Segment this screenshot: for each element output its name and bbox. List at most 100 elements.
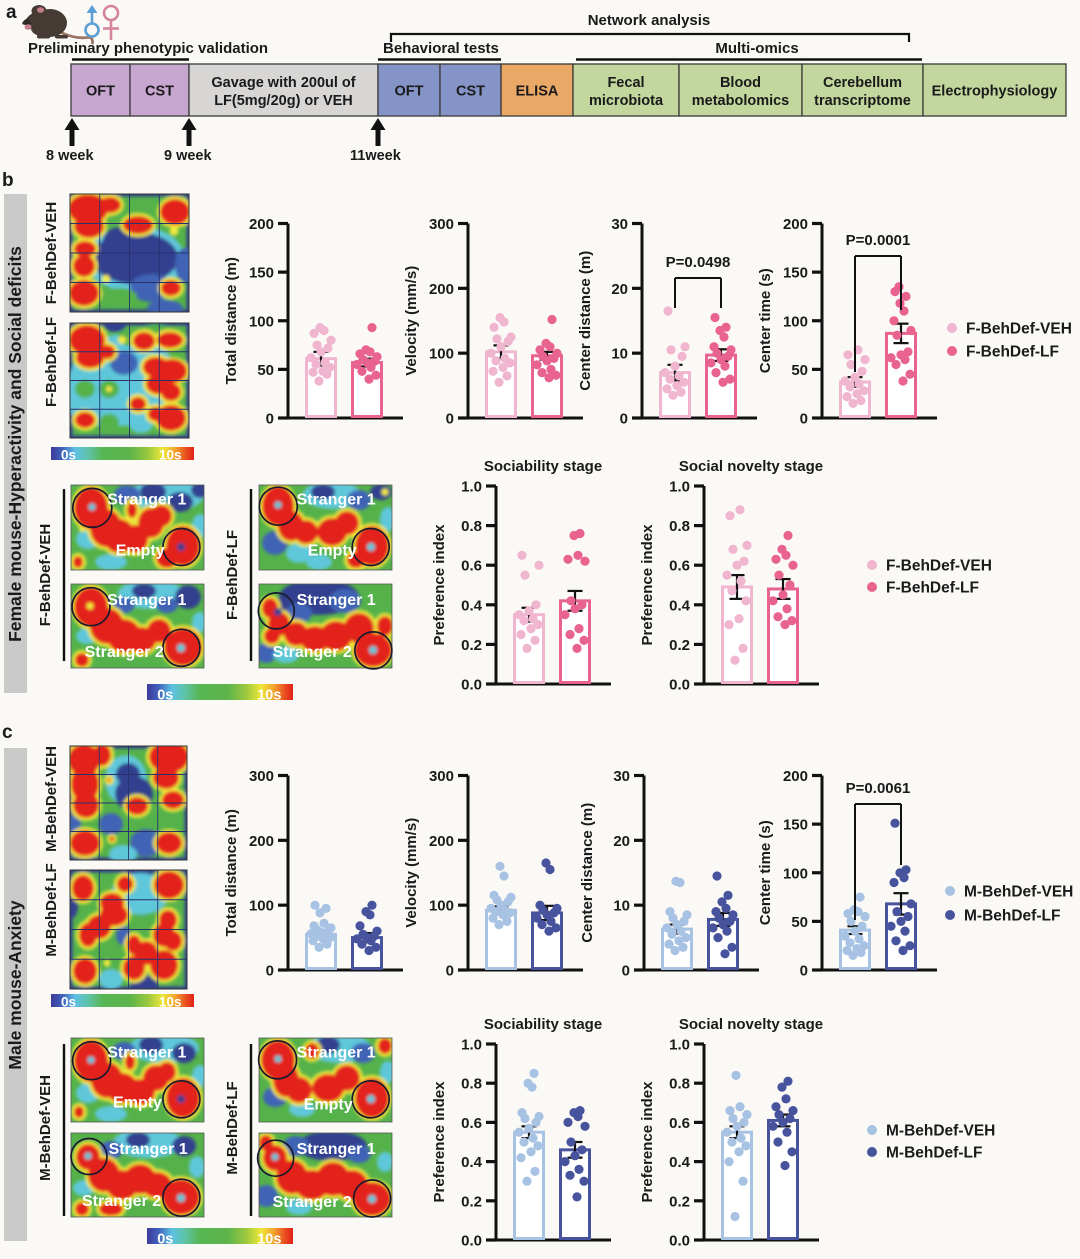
- svg-text:100: 100: [783, 313, 808, 330]
- svg-text:10s: 10s: [257, 1232, 281, 1248]
- svg-text:Stranger 1: Stranger 1: [107, 492, 186, 509]
- svg-text:300: 300: [429, 216, 454, 233]
- svg-text:30: 30: [613, 768, 630, 785]
- svg-text:Center time (s): Center time (s): [757, 820, 774, 925]
- svg-text:F-BehDef-VEH: F-BehDef-VEH: [886, 558, 992, 575]
- svg-text:200: 200: [249, 216, 274, 233]
- svg-text:0.2: 0.2: [669, 1193, 690, 1210]
- svg-text:100: 100: [429, 346, 454, 363]
- svg-text:Social novelty stage: Social novelty stage: [679, 458, 823, 475]
- svg-text:10s: 10s: [159, 995, 182, 1010]
- svg-text:0: 0: [620, 411, 628, 428]
- svg-text:OFT: OFT: [395, 84, 424, 100]
- svg-text:1.0: 1.0: [461, 1037, 482, 1054]
- svg-text:Center distance (m): Center distance (m): [577, 251, 594, 391]
- svg-text:50: 50: [791, 362, 808, 379]
- svg-text:M-BehDef-VEH: M-BehDef-VEH: [886, 1123, 995, 1140]
- svg-text:Preference index: Preference index: [639, 1081, 656, 1203]
- svg-text:150: 150: [783, 817, 808, 834]
- svg-text:Empty: Empty: [304, 1096, 353, 1113]
- svg-text:200: 200: [429, 281, 454, 298]
- svg-text:Empty: Empty: [113, 1095, 162, 1112]
- svg-text:transcriptome: transcriptome: [814, 93, 911, 109]
- svg-text:Stranger 1: Stranger 1: [297, 592, 376, 609]
- svg-text:0.2: 0.2: [461, 1193, 482, 1210]
- svg-text:0.2: 0.2: [669, 637, 690, 654]
- svg-text:CST: CST: [145, 84, 174, 100]
- svg-text:P=0.0498: P=0.0498: [666, 254, 731, 271]
- svg-text:Stranger 2: Stranger 2: [85, 644, 164, 661]
- svg-text:F-BehDef-VEH: F-BehDef-VEH: [43, 202, 60, 305]
- svg-text:0.2: 0.2: [461, 637, 482, 654]
- svg-text:Stranger 1: Stranger 1: [109, 1141, 188, 1158]
- svg-text:0.8: 0.8: [669, 518, 690, 535]
- svg-text:10s: 10s: [159, 448, 182, 463]
- svg-text:Total distance (m): Total distance (m): [223, 809, 240, 936]
- svg-text:0.0: 0.0: [461, 677, 482, 694]
- svg-text:Empty: Empty: [116, 543, 165, 560]
- svg-text:M-BehDef-LF: M-BehDef-LF: [43, 863, 60, 956]
- svg-text:F-BehDef-LF: F-BehDef-LF: [224, 530, 241, 620]
- svg-text:Stranger 1: Stranger 1: [297, 1141, 376, 1158]
- svg-text:M-BehDef-VEH: M-BehDef-VEH: [964, 884, 1073, 901]
- svg-text:Fecal: Fecal: [607, 75, 644, 91]
- svg-text:0s: 0s: [61, 995, 76, 1010]
- svg-text:11week: 11week: [350, 148, 402, 164]
- svg-text:Center time (s): Center time (s): [757, 268, 774, 373]
- svg-text:1.0: 1.0: [461, 479, 482, 496]
- svg-text:0: 0: [800, 411, 808, 428]
- svg-text:F-BehDef-VEH: F-BehDef-VEH: [37, 524, 54, 627]
- svg-text:0: 0: [266, 411, 274, 428]
- svg-text:8 week: 8 week: [46, 148, 94, 164]
- svg-text:Female mouse-Hyperactivity and: Female mouse-Hyperactivity and Social de…: [5, 246, 25, 642]
- svg-text:30: 30: [611, 216, 628, 233]
- svg-text:Empty: Empty: [308, 543, 357, 560]
- svg-text:Blood: Blood: [720, 75, 761, 91]
- svg-text:Total distance (m): Total distance (m): [223, 257, 240, 384]
- svg-text:0s: 0s: [157, 688, 173, 704]
- svg-text:0: 0: [800, 963, 808, 980]
- svg-text:1.0: 1.0: [669, 1037, 690, 1054]
- svg-text:100: 100: [249, 313, 274, 330]
- svg-text:Electrophysiology: Electrophysiology: [932, 84, 1058, 100]
- svg-text:200: 200: [783, 768, 808, 785]
- svg-text:200: 200: [429, 833, 454, 850]
- svg-text:0s: 0s: [61, 448, 76, 463]
- svg-text:CST: CST: [456, 84, 485, 100]
- svg-text:F-BehDef-LF: F-BehDef-LF: [966, 344, 1059, 361]
- svg-text:0: 0: [266, 963, 274, 980]
- svg-text:1.0: 1.0: [669, 479, 690, 496]
- svg-text:Sociability stage: Sociability stage: [484, 458, 602, 475]
- svg-text:a: a: [6, 2, 17, 23]
- svg-text:0.4: 0.4: [669, 1154, 691, 1171]
- svg-text:microbiota: microbiota: [589, 93, 664, 109]
- svg-text:Velocity (mm/s): Velocity (mm/s): [403, 818, 420, 928]
- svg-text:0.0: 0.0: [461, 1233, 482, 1250]
- svg-text:Multi-omics: Multi-omics: [715, 40, 798, 57]
- svg-text:0.4: 0.4: [461, 1154, 483, 1171]
- svg-text:M-BehDef-VEH: M-BehDef-VEH: [37, 1075, 54, 1181]
- svg-text:10: 10: [611, 346, 628, 363]
- svg-text:Sociability stage: Sociability stage: [484, 1016, 602, 1033]
- svg-text:300: 300: [249, 768, 274, 785]
- svg-text:M-BehDef-LF: M-BehDef-LF: [886, 1145, 982, 1162]
- svg-text:Behavioral tests: Behavioral tests: [383, 40, 499, 57]
- svg-text:Stranger 2: Stranger 2: [273, 644, 352, 661]
- svg-text:Stranger 2: Stranger 2: [273, 1194, 352, 1211]
- svg-text:50: 50: [257, 362, 274, 379]
- svg-text:0.8: 0.8: [461, 518, 482, 535]
- svg-text:0.6: 0.6: [669, 558, 690, 575]
- svg-text:0: 0: [446, 411, 454, 428]
- svg-text:100: 100: [783, 865, 808, 882]
- svg-text:Stranger 1: Stranger 1: [107, 1044, 186, 1061]
- svg-text:c: c: [2, 722, 13, 743]
- svg-text:0.0: 0.0: [669, 1233, 690, 1250]
- svg-text:Stranger 1: Stranger 1: [297, 1044, 376, 1061]
- svg-text:Cerebellum: Cerebellum: [823, 75, 902, 91]
- svg-text:20: 20: [613, 833, 630, 850]
- svg-text:F-BehDef-LF: F-BehDef-LF: [886, 580, 979, 597]
- svg-text:0s: 0s: [157, 1232, 173, 1248]
- svg-text:Preference index: Preference index: [431, 524, 448, 646]
- svg-text:F-BehDef-LF: F-BehDef-LF: [43, 317, 60, 407]
- svg-text:Stranger 2: Stranger 2: [82, 1193, 161, 1210]
